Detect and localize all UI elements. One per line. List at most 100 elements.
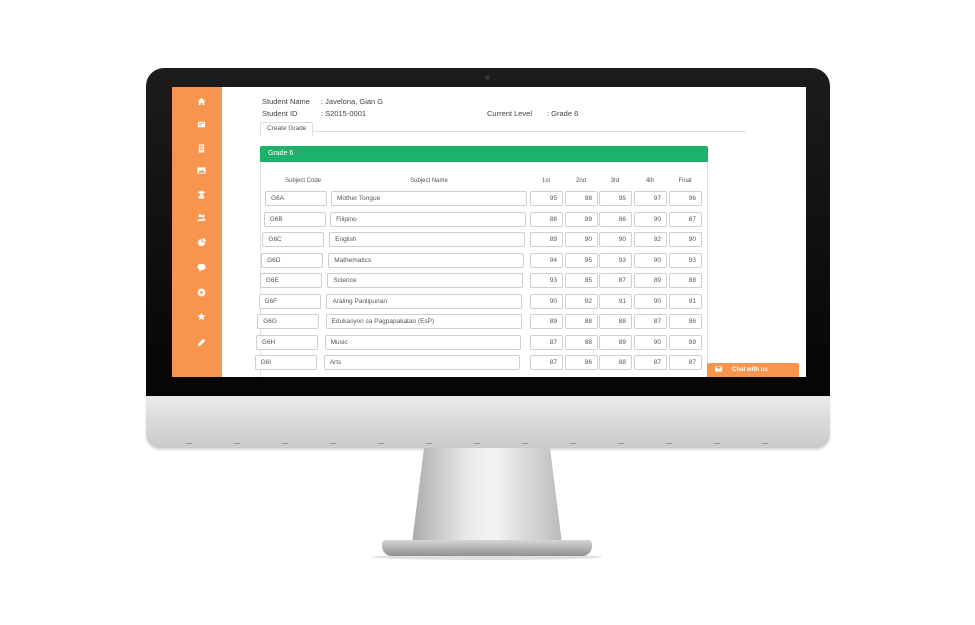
subject-name-field[interactable]: Arts — [323, 355, 520, 370]
grade-3rd-field[interactable]: 91 — [599, 293, 632, 309]
grade-1st-field[interactable]: 93 — [530, 273, 563, 288]
grade-final-field[interactable]: 87 — [669, 355, 702, 370]
table-row: G6F Araling Panlipunan 90 92 91 90 91 — [222, 293, 806, 310]
grade-2nd-field[interactable]: 85 — [565, 273, 598, 288]
subject-name-field[interactable]: Mother Tongue — [331, 191, 527, 206]
student-name-label: Student Name — [262, 97, 310, 106]
monitor-foot — [382, 540, 592, 556]
grade-4th-field[interactable]: 87 — [634, 314, 667, 329]
sidebar — [172, 87, 222, 377]
grade-1st-field[interactable]: 95 — [530, 191, 563, 206]
col-1st: 1st — [541, 178, 550, 184]
subject-code-field[interactable]: G6G — [257, 314, 320, 329]
grade-2nd-field[interactable]: 89 — [565, 211, 598, 227]
subject-name-field[interactable]: English — [329, 232, 526, 247]
grade-3rd-field[interactable]: 88 — [599, 355, 632, 370]
grade-final-field[interactable]: 96 — [669, 191, 702, 206]
student-id-label: Student ID — [262, 109, 298, 118]
document-icon[interactable] — [195, 142, 207, 154]
pencil-icon[interactable] — [195, 336, 207, 348]
chart-icon[interactable] — [195, 236, 207, 248]
subject-name-field[interactable]: Filipino — [330, 211, 527, 227]
table-row: G6H Music 87 88 89 90 89 — [222, 334, 806, 351]
grade-4th-field[interactable]: 97 — [634, 191, 667, 206]
table-row: G6E Science 93 85 87 89 88 — [222, 273, 806, 289]
chat-bubble-icon[interactable] — [195, 261, 207, 273]
subject-name-field[interactable]: Science — [327, 273, 524, 288]
star-icon[interactable] — [195, 310, 207, 322]
grade-4th-field[interactable]: 90 — [634, 211, 667, 227]
grade-1st-field[interactable]: 94 — [530, 252, 563, 268]
grade-final-field[interactable]: 90 — [669, 232, 702, 247]
chat-label: Chat with us — [732, 367, 768, 373]
table-row: G6G Edukasyon sa Pagpapakatao (EsP) 89 88 88… — [222, 314, 806, 330]
subject-code-field[interactable]: G6F — [258, 293, 321, 309]
grade-1st-field[interactable]: 87 — [530, 334, 563, 350]
table-row: G6B Filipino 88 89 86 90 87 — [222, 211, 806, 228]
grade-final-field[interactable]: 91 — [669, 293, 702, 309]
grade-3rd-field[interactable]: 89 — [599, 334, 632, 350]
grade-2nd-field[interactable]: 98 — [565, 191, 598, 206]
subject-code-field[interactable]: G6A — [265, 191, 327, 206]
grade-final-field[interactable]: 87 — [669, 211, 702, 227]
subject-name-field[interactable]: Mathematics — [328, 252, 525, 268]
home-icon[interactable] — [195, 95, 207, 107]
table-row: G6A Mother Tongue 95 98 95 97 96 — [222, 191, 806, 207]
monitor-stand — [412, 448, 562, 543]
subject-name-field[interactable]: Araling Panlipunan — [326, 293, 523, 309]
tab-create-grade[interactable]: Create Grade — [260, 122, 314, 136]
subject-code-field[interactable]: G6H — [255, 334, 318, 350]
grade-4th-field[interactable]: 90 — [634, 252, 667, 268]
grade-2nd-field[interactable]: 92 — [565, 293, 598, 309]
table-row: G6I Arts 87 86 88 87 87 — [222, 355, 806, 371]
student-id-value: : S2015-0001 — [321, 109, 367, 118]
grade-1st-field[interactable]: 88 — [530, 211, 563, 227]
subject-code-field[interactable]: G6B — [263, 211, 326, 227]
grade-2nd-field[interactable]: 88 — [565, 334, 598, 350]
grade-3rd-field[interactable]: 90 — [599, 232, 632, 247]
grade-3rd-field[interactable]: 87 — [599, 273, 632, 288]
subject-code-field[interactable]: G6E — [259, 273, 322, 288]
grade-final-field[interactable]: 93 — [669, 252, 702, 268]
news-icon[interactable] — [195, 118, 207, 130]
grade-3rd-field[interactable]: 86 — [599, 211, 632, 227]
subject-code-field[interactable]: G6I — [254, 355, 317, 370]
grade-3rd-field[interactable]: 95 — [599, 191, 632, 206]
current-level-value: : Grade 6 — [547, 109, 579, 118]
col-final: Final — [678, 178, 692, 184]
grade-2nd-field[interactable]: 88 — [565, 314, 598, 329]
grade-1st-field[interactable]: 89 — [530, 232, 563, 247]
grade-1st-field[interactable]: 89 — [530, 314, 563, 329]
subject-name-field[interactable]: Music — [324, 334, 521, 350]
table-row: G6C English 89 90 90 92 90 — [222, 232, 806, 248]
grade-4th-field[interactable]: 89 — [634, 273, 667, 288]
student-name-value: : Javelona, Gian G — [321, 97, 384, 106]
grade-1st-field[interactable]: 90 — [530, 293, 563, 309]
graduate-icon[interactable] — [195, 188, 207, 200]
image-icon[interactable] — [195, 164, 207, 176]
settings-icon[interactable] — [195, 286, 207, 298]
users-icon[interactable] — [195, 211, 207, 223]
subject-code-field[interactable]: G6C — [262, 232, 325, 247]
grade-final-field[interactable]: 88 — [669, 273, 702, 288]
screen: Student Name : Javelona, Gian G Student … — [172, 87, 806, 377]
grade-final-field[interactable]: 86 — [669, 314, 702, 329]
panel-title: Grade 6 — [260, 146, 708, 162]
grade-4th-field[interactable]: 90 — [634, 293, 667, 309]
grade-2nd-field[interactable]: 86 — [565, 355, 598, 370]
grade-2nd-field[interactable]: 90 — [565, 232, 598, 247]
tab-bar — [260, 131, 746, 132]
chat-with-us-button[interactable]: Chat with us — [707, 363, 799, 377]
grade-1st-field[interactable]: 87 — [530, 355, 563, 370]
subject-name-field[interactable]: Edukasyon sa Pagpapakatao (EsP) — [325, 314, 522, 329]
stand-shadow — [372, 554, 602, 560]
grade-4th-field[interactable]: 90 — [634, 334, 667, 350]
chin-vent — [186, 443, 790, 444]
grade-2nd-field[interactable]: 95 — [565, 252, 598, 268]
grade-4th-field[interactable]: 87 — [634, 355, 667, 370]
grade-final-field[interactable]: 89 — [669, 334, 702, 350]
grade-3rd-field[interactable]: 93 — [599, 252, 632, 268]
grade-4th-field[interactable]: 92 — [634, 232, 667, 247]
grade-3rd-field[interactable]: 88 — [599, 314, 632, 329]
subject-code-field[interactable]: G6D — [261, 252, 324, 268]
